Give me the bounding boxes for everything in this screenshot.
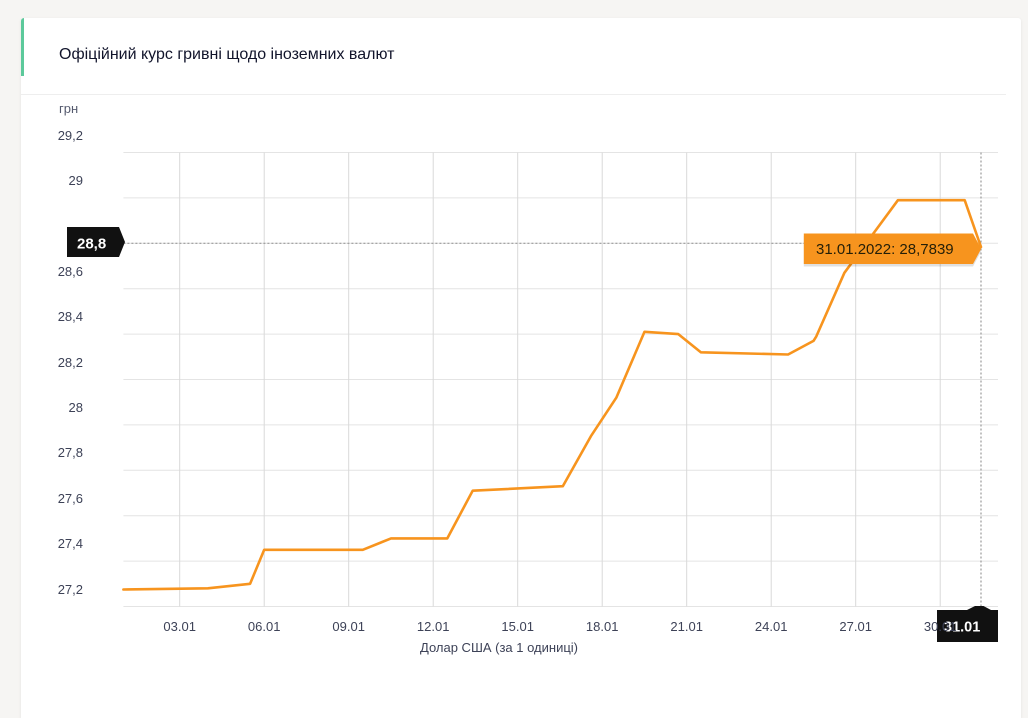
svg-text:28,8: 28,8 (77, 236, 106, 253)
svg-text:31.01.2022: 28,7839: 31.01.2022: 28,7839 (816, 241, 954, 258)
